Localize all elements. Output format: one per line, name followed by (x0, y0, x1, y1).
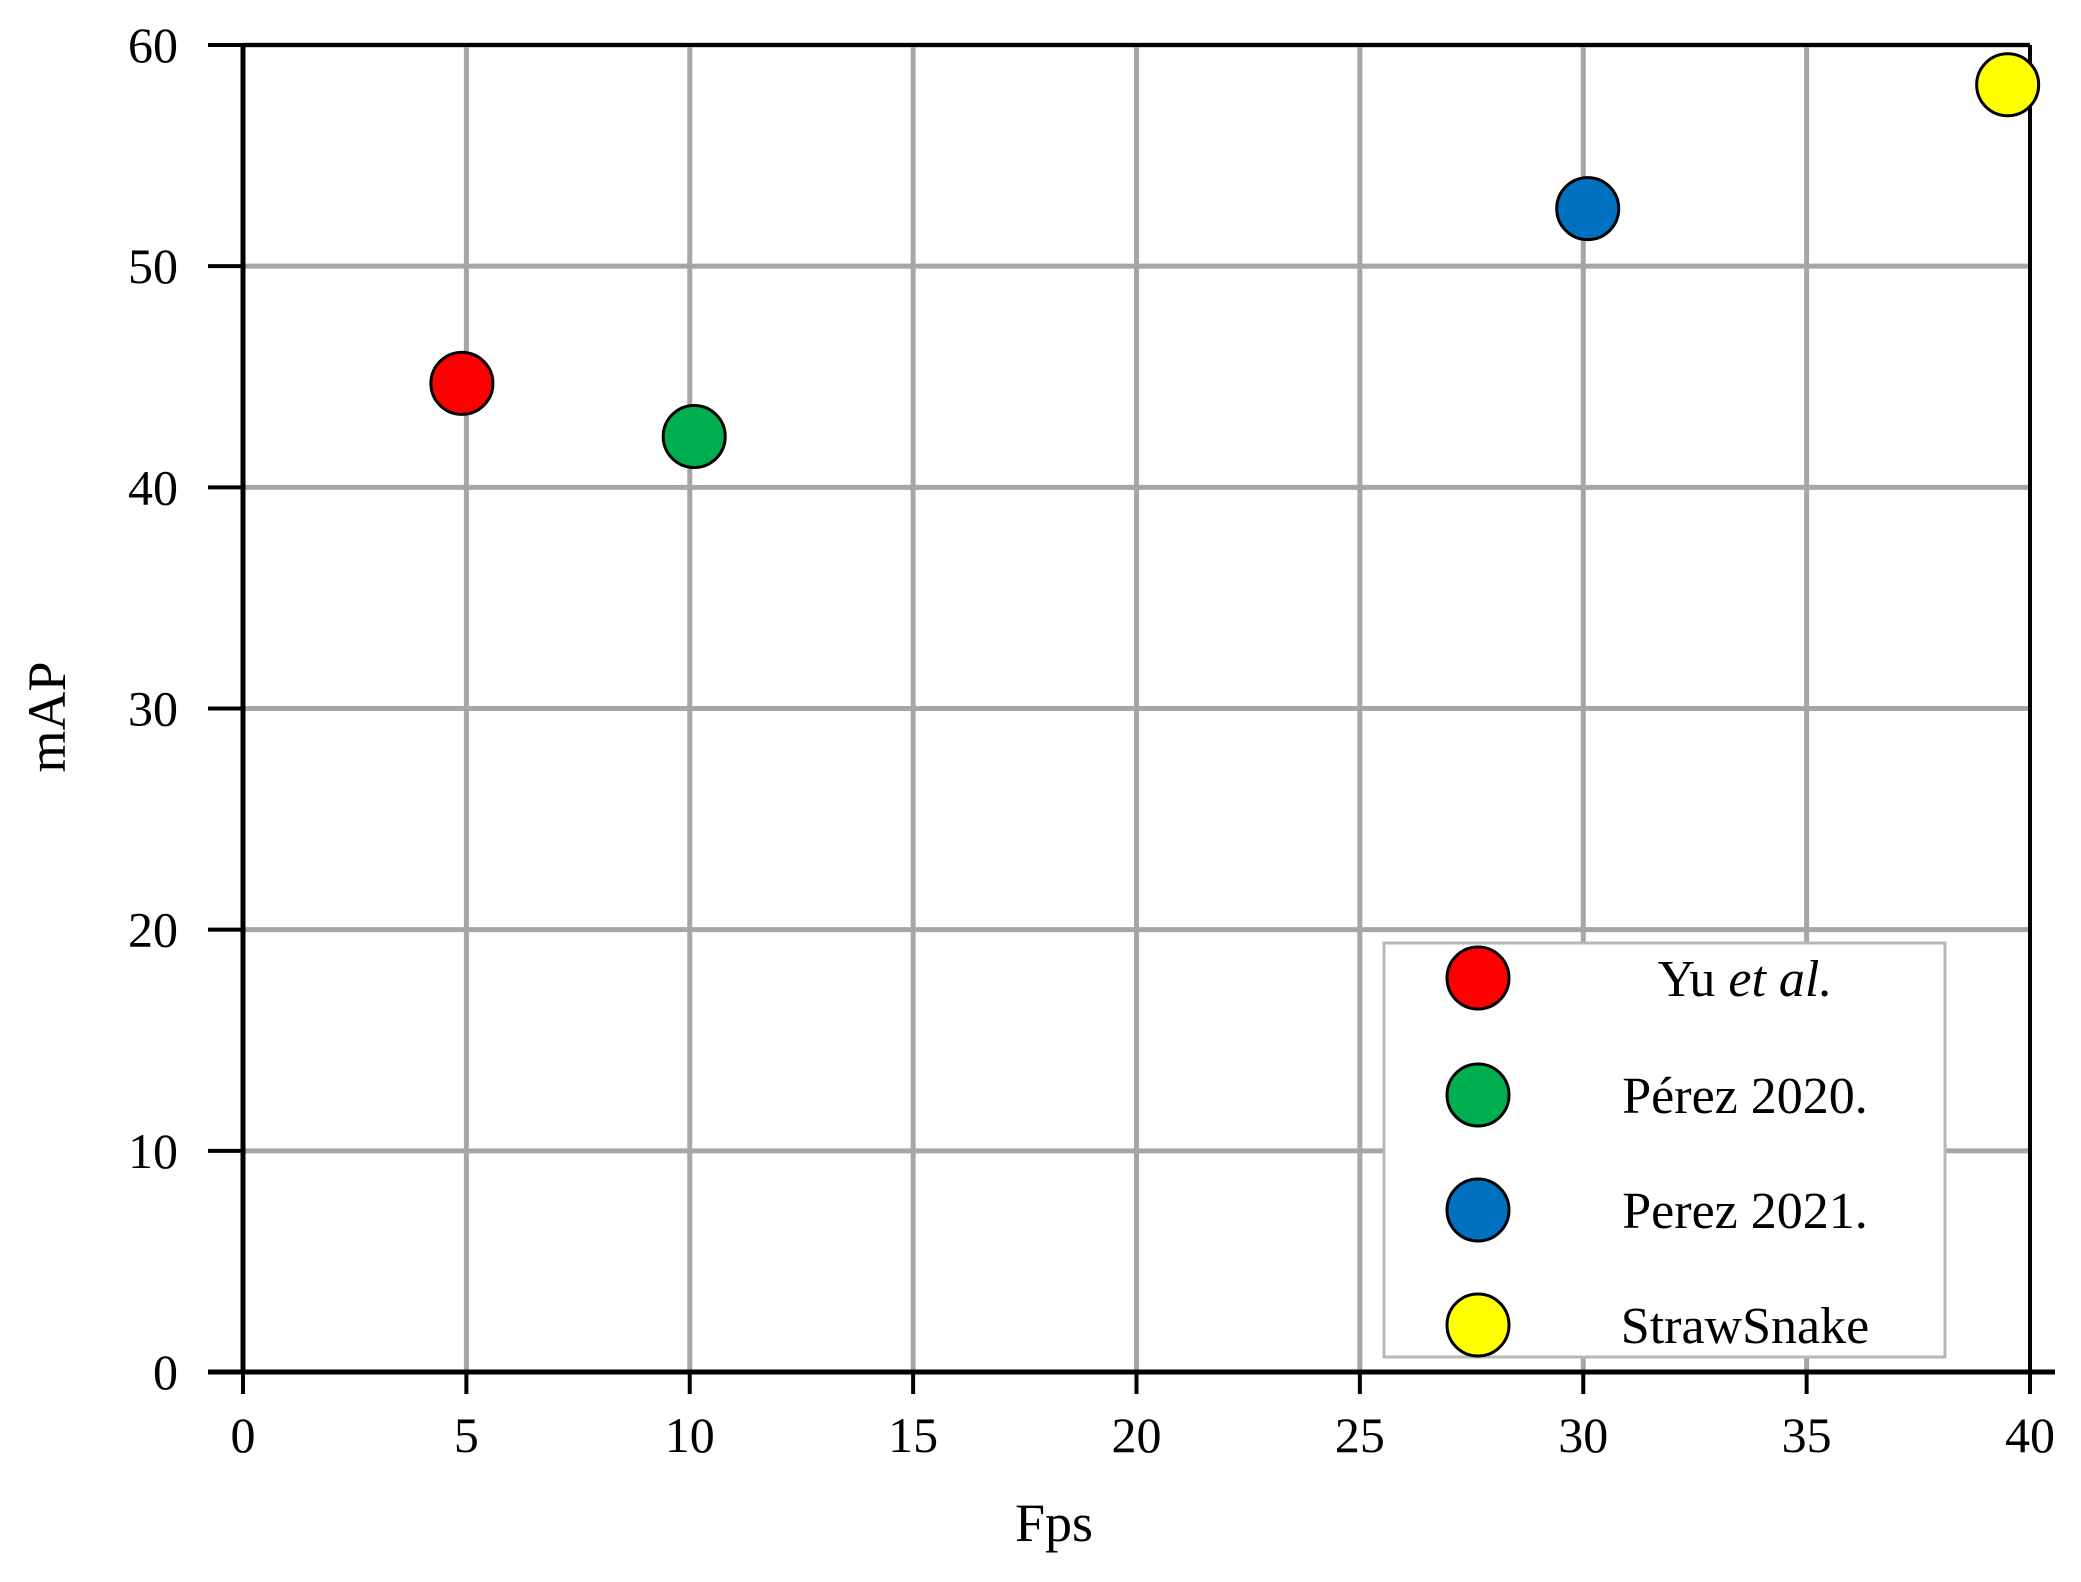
x-tick-label-20: 20 (1112, 1407, 1162, 1463)
x-tick-label-15: 15 (888, 1407, 938, 1463)
legend-marker-2 (1445, 1177, 1511, 1243)
y-tick-label-30: 30 (128, 681, 178, 737)
y-tick-label-20: 20 (128, 902, 178, 958)
y-tick-label-60: 60 (128, 17, 178, 73)
y-axis-label: mAP (17, 661, 77, 772)
legend: Yu et al. Pérez 2020. Perez 2021. StrawSnak… (1382, 941, 1947, 1359)
data-point-2 (1555, 176, 1621, 242)
y-tick-label-40: 40 (128, 459, 178, 515)
y-tick-label-0: 0 (153, 1344, 178, 1400)
y-tick-label-50: 50 (128, 238, 178, 294)
axes (208, 43, 2055, 1394)
legend-marker-1 (1445, 1062, 1511, 1128)
legend-marker-0 (1445, 945, 1511, 1011)
legend-label-0: Yu et al. (1658, 951, 1833, 1008)
legend-box (1382, 941, 1947, 1359)
x-tick-label-5: 5 (454, 1407, 479, 1463)
x-axis-label: Fps (1015, 1493, 1093, 1553)
x-tick-label-35: 35 (1782, 1407, 1832, 1463)
legend-marker-3 (1445, 1292, 1511, 1358)
y-tick-labels: 0 10 20 30 40 50 60 (128, 17, 178, 1400)
x-tick-label-0: 0 (231, 1407, 256, 1463)
x-tick-label-30: 30 (1558, 1407, 1608, 1463)
x-tick-label-40: 40 (2005, 1407, 2055, 1463)
data-point-0 (429, 350, 495, 416)
data-points (429, 52, 2041, 469)
y-tick-label-10: 10 (128, 1123, 178, 1179)
data-point-1 (661, 403, 727, 469)
legend-label-3: StrawSnake (1621, 1298, 1869, 1355)
x-tick-labels: 0 5 10 15 20 25 30 35 40 (231, 1407, 2056, 1463)
x-tick-label-25: 25 (1335, 1407, 1385, 1463)
legend-label-2: Perez 2021. (1622, 1183, 1867, 1240)
legend-label-1: Pérez 2020. (1622, 1068, 1867, 1125)
data-point-3 (1975, 52, 2041, 118)
x-tick-label-10: 10 (665, 1407, 715, 1463)
